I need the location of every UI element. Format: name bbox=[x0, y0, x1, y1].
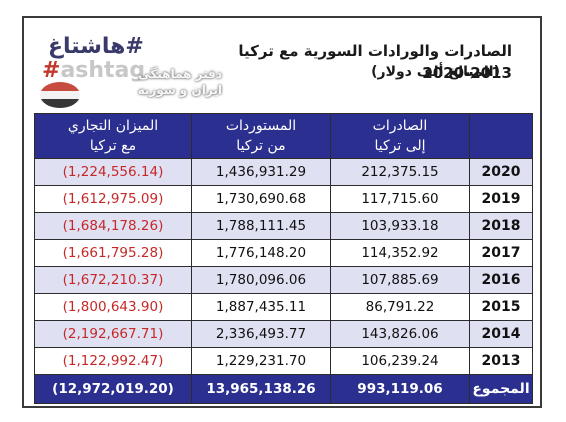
trade-table: الصادرات إلى تركيا المستوردات من تركيا ا… bbox=[34, 113, 533, 404]
exports-cell: 86,791.22 bbox=[330, 293, 470, 321]
total-balance: (12,972,019.20) bbox=[34, 374, 192, 404]
hashtag-logo: هاشتاغ# #ashtag bbox=[38, 32, 188, 108]
header-year bbox=[469, 113, 533, 159]
balance-cell: (1,612,975.09) bbox=[34, 185, 192, 213]
page-subtitle: (المبالغ ألف دولار) bbox=[371, 64, 500, 80]
year-cell: 2017 bbox=[469, 239, 533, 267]
total-exports: 993,119.06 bbox=[330, 374, 470, 404]
balance-cell: (1,661,795.28) bbox=[34, 239, 192, 267]
year-cell: 2020 bbox=[469, 158, 533, 186]
balance-cell: (2,192,667.71) bbox=[34, 320, 192, 348]
year-cell: 2016 bbox=[469, 266, 533, 294]
imports-cell: 1,776,148.20 bbox=[191, 239, 331, 267]
balance-cell: (1,800,643.90) bbox=[34, 293, 192, 321]
header-exports-line-2: إلى تركيا bbox=[374, 138, 426, 154]
total-row: المجموع 993,119.06 13,965,138.26 (12,972… bbox=[34, 374, 533, 404]
imports-cell: 2,336,493.77 bbox=[191, 320, 331, 348]
imports-cell: 1,887,435.11 bbox=[191, 293, 331, 321]
year-cell: 2013 bbox=[469, 347, 533, 375]
imports-cell: 1,229,231.70 bbox=[191, 347, 331, 375]
logo-bottom-text: #ashtag bbox=[42, 58, 145, 83]
logo-bottom-word: ashtag bbox=[60, 58, 146, 83]
table-row: 2013 106,239.24 1,229,231.70 (1,122,992.… bbox=[34, 347, 533, 375]
watermark-line-1: دفتر هماهنگی bbox=[138, 67, 222, 81]
exports-cell: 114,352.92 bbox=[330, 239, 470, 267]
syria-flag-icon bbox=[40, 82, 80, 108]
page-title: الصادرات والورادات السورية مع تركيا 2013… bbox=[238, 42, 512, 82]
logo-top-text: هاشتاغ# bbox=[48, 34, 144, 59]
exports-cell: 143,826.06 bbox=[330, 320, 470, 348]
header-exports-line-1: الصادرات bbox=[372, 118, 428, 134]
year-cell: 2018 bbox=[469, 212, 533, 240]
total-imports: 13,965,138.26 bbox=[191, 374, 331, 404]
table-row: 2016 107,885.69 1,780,096.06 (1,672,210.… bbox=[34, 266, 533, 294]
exports-cell: 107,885.69 bbox=[330, 266, 470, 294]
balance-cell: (1,224,556.14) bbox=[34, 158, 192, 186]
balance-cell: (1,672,210.37) bbox=[34, 266, 192, 294]
logo-hash: # bbox=[42, 58, 61, 83]
table-row: 2014 143,826.06 2,336,493.77 (2,192,667.… bbox=[34, 320, 533, 348]
exports-cell: 106,239.24 bbox=[330, 347, 470, 375]
year-cell: 2019 bbox=[469, 185, 533, 213]
header-imports-line-1: المستوردات bbox=[225, 118, 297, 134]
year-cell: 2015 bbox=[469, 293, 533, 321]
header-exports: الصادرات إلى تركيا bbox=[330, 113, 470, 159]
balance-cell: (1,684,178.26) bbox=[34, 212, 192, 240]
table-row: 2019 117,715.60 1,730,690.68 (1,612,975.… bbox=[34, 185, 533, 213]
header-imports-line-2: من تركيا bbox=[236, 138, 286, 154]
exports-cell: 212,375.15 bbox=[330, 158, 470, 186]
table-row: 2017 114,352.92 1,776,148.20 (1,661,795.… bbox=[34, 239, 533, 267]
header-balance-line-2: مع تركيا bbox=[89, 138, 137, 154]
total-label: المجموع bbox=[469, 374, 533, 404]
balance-cell: (1,122,992.47) bbox=[34, 347, 192, 375]
imports-cell: 1,436,931.29 bbox=[191, 158, 331, 186]
header-balance-line-1: الميزان التجاري bbox=[67, 118, 159, 134]
exports-cell: 103,933.18 bbox=[330, 212, 470, 240]
imports-cell: 1,788,111.45 bbox=[191, 212, 331, 240]
year-cell: 2014 bbox=[469, 320, 533, 348]
header-balance: الميزان التجاري مع تركيا bbox=[34, 113, 192, 159]
imports-cell: 1,730,690.68 bbox=[191, 185, 331, 213]
table-row: 2018 103,933.18 1,788,111.45 (1,684,178.… bbox=[34, 212, 533, 240]
watermark-line-2: ایران و سوریه bbox=[137, 83, 222, 97]
report-header: هاشتاغ# #ashtag دفتر هماهنگی ایران و سور… bbox=[24, 18, 540, 110]
table-row: 2015 86,791.22 1,887,435.11 (1,800,643.9… bbox=[34, 293, 533, 321]
report-frame: هاشتاغ# #ashtag دفتر هماهنگی ایران و سور… bbox=[22, 16, 542, 408]
watermark: دفتر هماهنگی ایران و سوریه bbox=[82, 66, 222, 98]
imports-cell: 1,780,096.06 bbox=[191, 266, 331, 294]
table-header-row: الصادرات إلى تركيا المستوردات من تركيا ا… bbox=[34, 113, 533, 159]
header-imports: المستوردات من تركيا bbox=[191, 113, 331, 159]
exports-cell: 117,715.60 bbox=[330, 185, 470, 213]
table-row: 2020 212,375.15 1,436,931.29 (1,224,556.… bbox=[34, 158, 533, 186]
